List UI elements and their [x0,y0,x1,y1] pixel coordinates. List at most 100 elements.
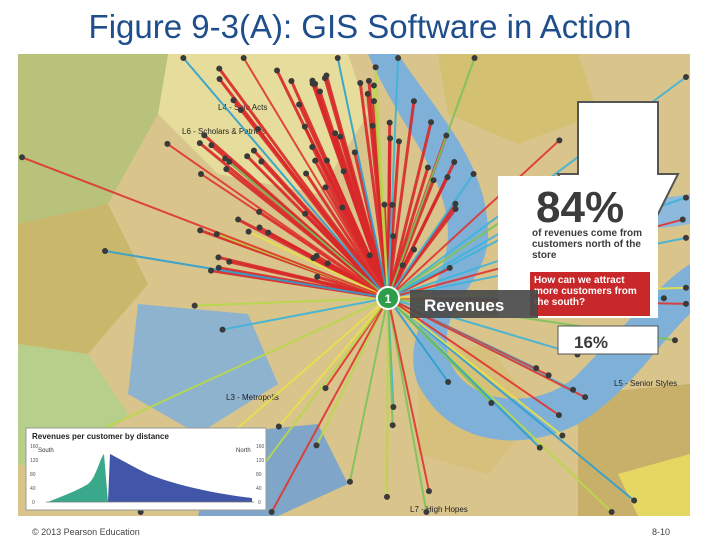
customer-point [425,488,432,495]
customer-point [679,216,686,223]
customer-point [313,442,320,449]
customer-point [215,254,222,261]
customer-point [337,133,344,140]
customer-ray [252,149,390,300]
page-number: 8-10 [652,527,671,537]
customer-point [365,77,372,84]
customer-ray [387,57,400,299]
customer-ray [387,297,449,383]
customer-ray [297,103,390,299]
customer-point [303,170,310,177]
customer-ray [336,57,389,299]
customer-point [250,147,257,154]
customer-point [275,423,282,430]
customer-point [683,284,689,291]
inset-chart-title: Revenues per customer by distance [32,432,169,441]
customer-point [346,478,353,485]
customer-point [471,55,478,61]
customer-point [351,149,358,156]
inset-ytick-right-4: 0 [258,500,261,506]
customer-ray [104,250,389,299]
customer-ray [387,297,430,492]
customer-point [370,82,377,89]
customer-point [390,403,397,410]
customer-point [570,386,577,393]
customer-point [428,119,435,126]
customer-ray [358,82,390,299]
customer-ray [224,157,389,299]
customer-point [410,246,417,253]
customer-point [389,201,396,208]
customer-point [395,55,402,61]
customer-point [555,412,562,419]
customer-ray [228,260,389,300]
inset-ytick-right-2: 80 [256,472,262,478]
customer-ray [222,297,389,331]
customer-point [102,248,109,255]
customer-point [370,98,377,105]
customer-point [384,493,391,500]
customer-ray [387,297,635,502]
customer-ray [386,297,389,497]
south-box [557,325,659,355]
customer-point [423,509,430,515]
customer-ray [387,297,428,513]
customer-point [324,260,331,267]
customer-point [386,119,393,126]
customer-ray [386,100,416,299]
customer-point [334,55,341,61]
territory-blue-1 [128,304,278,434]
customer-point [683,74,689,81]
customer-point [245,228,252,235]
customer-point [410,98,417,105]
customer-point [235,216,242,223]
customer-point [556,137,563,144]
customer-point [683,194,689,201]
inset-ytick-left-4: 0 [32,500,35,506]
north-percent: 84% [536,183,624,232]
customer-point [230,97,237,104]
customer-point [312,157,319,164]
customer-points [19,55,689,515]
customer-point [446,264,453,271]
customer-point [399,262,406,269]
customer-point [226,258,233,265]
customer-point [444,174,451,181]
customer-ray [242,57,389,299]
customer-point [322,184,329,191]
customer-point [256,224,263,231]
territory-northeast [438,54,598,144]
revenues-bar [410,290,538,318]
customer-point [191,302,198,309]
customer-point [197,227,204,234]
customer-point [395,138,402,145]
customer-point [372,64,379,71]
customer-point [660,295,667,302]
customer-point [274,67,281,74]
north-description: of revenues come from customers north of… [532,228,643,261]
customer-ray [387,225,513,299]
customer-point [196,140,203,147]
customer-ray [387,297,394,426]
inset-south-area [48,454,108,502]
customer-ray [387,173,475,299]
customer-point [322,385,329,392]
customer-point [268,509,275,515]
customer-point [452,205,459,212]
customer-point [258,158,265,165]
customer-point [215,264,222,271]
segment-label-high-hopes: L7 - High Hopes [410,505,468,514]
customer-point [389,422,396,429]
customer-point [164,140,171,147]
copyright-footer: © 2013 Pearson Education [32,527,140,537]
customer-point [222,155,229,162]
customer-point [256,208,263,215]
segment-label-metropolis: L3 - Metropolis [226,393,279,402]
customer-point [366,252,373,259]
customer-point [265,229,272,236]
customer-point [223,166,230,173]
customer-point [488,400,495,407]
customer-ray [248,230,389,299]
revenues-label: Revenues [424,296,504,315]
customer-point [545,372,552,379]
